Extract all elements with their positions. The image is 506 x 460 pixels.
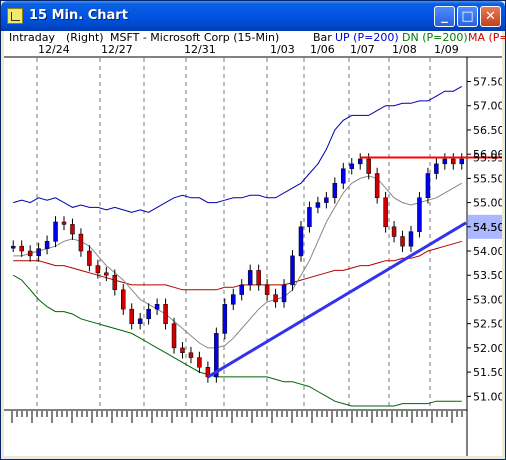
price-axis-label: 57.50 <box>473 76 502 89</box>
price-bar-body <box>78 233 84 252</box>
price-bar-body <box>231 294 236 305</box>
date-label: 1/07 <box>350 43 375 56</box>
price-axis-label: 56.50 <box>473 124 502 137</box>
price-bar-body <box>188 352 194 358</box>
price-bar-body <box>264 284 270 295</box>
price-bar-body <box>256 270 261 286</box>
bar-style-label: Bar <box>313 31 332 44</box>
date-label: 1/06 <box>310 43 335 56</box>
price-bar-body <box>121 289 126 310</box>
price-axis-label: 51.50 <box>473 366 502 379</box>
dn-band-legend: DN (P=200) <box>402 31 468 44</box>
chart-area[interactable]: Intraday (Right) MSFT - Microsoft Corp (… <box>4 31 506 456</box>
ma-legend: MA (P= <box>468 31 506 44</box>
date-label: 1/03 <box>270 43 295 56</box>
lower-band-line <box>12 274 462 407</box>
price-bar-body <box>137 318 143 324</box>
symbol-label: MSFT - Microsoft Corp (15-Min) <box>110 31 280 44</box>
price-bar-body <box>451 158 456 165</box>
price-bar-body <box>281 284 287 303</box>
price-bar-body <box>341 168 346 184</box>
up-band-legend: UP (P=200) <box>335 31 399 44</box>
price-bar-body <box>10 245 16 249</box>
price-bar-body <box>53 221 58 242</box>
price-bar-body <box>290 255 295 286</box>
price-bar-body <box>239 284 244 295</box>
date-label: 12/27 <box>101 43 133 56</box>
price-bar-body <box>357 158 363 165</box>
price-bar-body <box>112 274 118 291</box>
price-axis-label: 52.00 <box>473 342 502 355</box>
scale-label: (Right) <box>66 31 104 44</box>
price-bar-body <box>298 226 304 257</box>
price-axis-label: 53.50 <box>473 269 502 282</box>
price-axis-label: 51.00 <box>473 390 502 403</box>
price-axis-label: 53.00 <box>473 293 502 306</box>
price-bar-body <box>44 241 50 249</box>
resistance-price-label: 55.93 <box>473 152 502 165</box>
maximize-button[interactable]: □ <box>457 6 478 27</box>
price-axis-label: 56.00 <box>473 148 502 161</box>
price-bar-body <box>349 163 354 169</box>
price-bar-body <box>324 197 329 203</box>
price-axis-label: 54.50 <box>473 221 502 234</box>
price-bar-body <box>171 323 177 349</box>
price-bar-body <box>27 250 33 257</box>
date-label: 1/08 <box>392 43 417 56</box>
price-bar-body <box>408 231 414 247</box>
price-bar-body <box>197 357 202 368</box>
price-bar-body <box>273 294 278 303</box>
short-moving-average-line <box>13 175 463 349</box>
price-axis-label: 57.00 <box>473 100 502 113</box>
date-label: 12/24 <box>38 43 70 56</box>
price-bar-body <box>163 304 168 324</box>
moving-average-line <box>13 240 462 291</box>
price-axis-label: 54.00 <box>473 245 502 258</box>
price-bar-body <box>95 265 101 274</box>
support-trendline <box>207 221 467 379</box>
price-bar-body <box>104 272 109 276</box>
interval-label: Intraday <box>9 31 56 44</box>
date-label: 12/31 <box>184 43 216 56</box>
price-bar-body <box>307 207 312 228</box>
title-bar[interactable]: 15 Min. Chart _ □ ✕ <box>1 1 505 31</box>
price-bar-body <box>61 221 67 225</box>
price-highlight-tag <box>468 214 502 239</box>
price-bar-body <box>459 158 465 165</box>
price-bar-body <box>180 347 185 353</box>
price-bar-body <box>154 304 160 310</box>
minimize-button[interactable]: _ <box>434 6 455 27</box>
price-bar-body <box>366 158 371 174</box>
price-bar-body <box>222 304 228 334</box>
price-bar-body <box>391 226 397 237</box>
price-bar-body <box>87 250 92 266</box>
price-chart[interactable]: 57.50 57.00 56.50 56.00 55.50 55.00 54.50 54.00… <box>4 31 502 456</box>
price-bar-body <box>434 163 439 174</box>
price-bar-body <box>19 245 24 252</box>
window-title: 15 Min. Chart <box>29 8 128 23</box>
price-bar-body <box>442 158 448 165</box>
price-axis-label: 55.00 <box>473 197 502 210</box>
price-bar-body <box>383 197 388 228</box>
price-bar-body <box>146 308 151 320</box>
close-button[interactable]: ✕ <box>480 6 501 27</box>
price-bar-body <box>70 224 75 235</box>
price-axis-label: 55.50 <box>473 172 502 185</box>
price-bar-body <box>247 270 253 286</box>
price-bar-body <box>332 182 338 199</box>
price-bar-body <box>129 308 134 324</box>
date-label: 1/09 <box>434 43 459 56</box>
price-bar-body <box>425 173 431 199</box>
price-axis-label: 52.50 <box>473 318 502 331</box>
price-bar-body <box>400 236 405 247</box>
chart-app-icon <box>7 8 23 24</box>
upper-band-line <box>13 85 463 213</box>
price-bar-body <box>417 197 422 232</box>
price-bar-body <box>374 173 380 199</box>
price-bar-body <box>214 333 219 378</box>
price-bar-body <box>315 202 321 208</box>
price-bar-body <box>36 248 41 257</box>
highlight-price-label: 54.50 <box>473 221 502 234</box>
